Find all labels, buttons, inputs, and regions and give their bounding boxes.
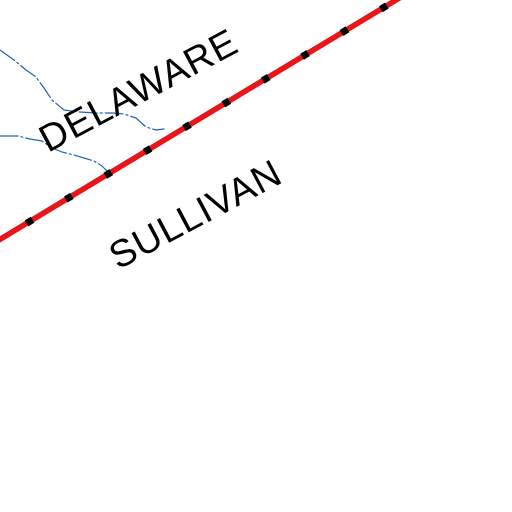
county-label-delaware: DELAWARE [33,21,246,161]
stream-south [0,135,109,173]
county-boundary [0,0,403,244]
county-boundary-line [0,0,402,243]
stream-north [0,49,165,131]
streams-layer [0,49,165,173]
county-label-sullivan: SULLIVAN [103,152,290,278]
